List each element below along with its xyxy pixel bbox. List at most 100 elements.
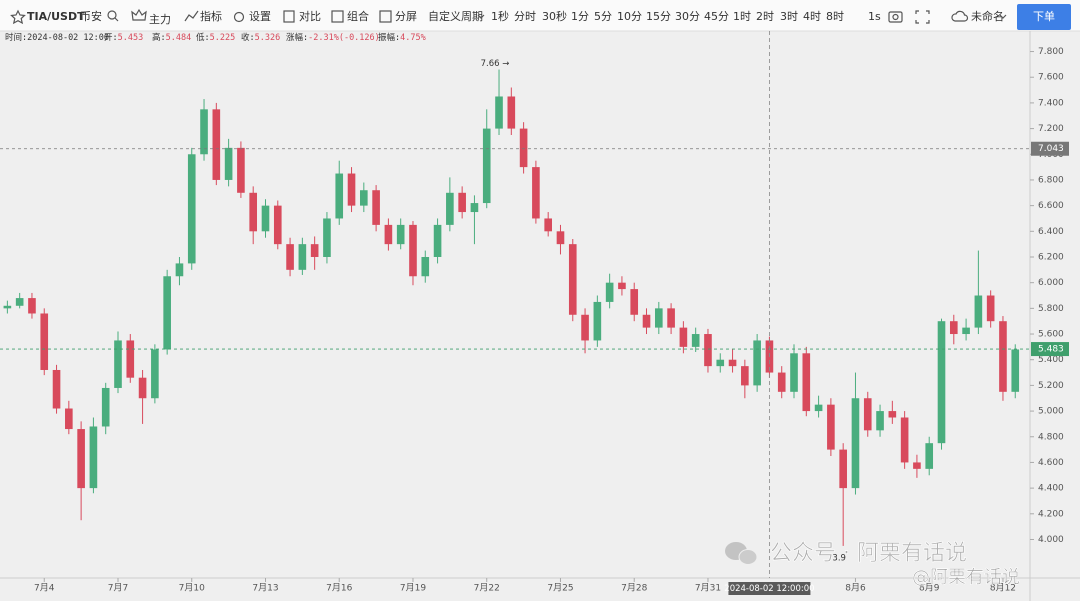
candle-body — [691, 334, 700, 347]
candle-body — [839, 449, 847, 489]
settings-icon[interactable] — [233, 11, 245, 23]
candle-body — [421, 256, 430, 277]
candle-body — [15, 298, 24, 306]
crosshair-label: 2024-08-02 12:00:00 — [724, 584, 814, 594]
candle-body — [863, 398, 872, 431]
info-item: 振幅:4.75% — [378, 32, 426, 43]
candle-body — [704, 334, 712, 367]
cloud-icon[interactable] — [951, 10, 969, 22]
period-button[interactable]: 分时 — [514, 10, 536, 23]
candle-body — [679, 327, 688, 347]
extreme-label: 7.66 → — [481, 59, 510, 69]
candle-body — [224, 147, 233, 180]
toolbar-button[interactable]: 组合 — [347, 9, 369, 23]
period-button[interactable]: 3时 — [780, 10, 798, 23]
candle-body — [568, 244, 577, 315]
info-item: 时间:2024-08-02 12:00 — [5, 32, 109, 43]
camera-icon[interactable] — [888, 11, 903, 23]
indicator-icon[interactable] — [184, 10, 199, 22]
candle-body — [482, 128, 491, 204]
search-icon[interactable] — [107, 10, 119, 22]
x-tick-label: 7月7 — [108, 583, 128, 594]
info-label: 低: — [196, 32, 210, 43]
period-button[interactable]: 30秒 — [542, 9, 567, 23]
candle-body — [581, 314, 589, 341]
y-tick-label: 4.000 — [1038, 535, 1064, 545]
crown-icon[interactable] — [131, 8, 147, 21]
period-button[interactable]: 15分 — [646, 10, 671, 23]
candle-body — [949, 321, 958, 335]
layout-name[interactable]: 未命名 — [971, 9, 1004, 23]
candle-body — [446, 192, 454, 225]
period-button[interactable]: 8时 — [826, 10, 844, 23]
period-button[interactable]: 1s — [868, 10, 881, 23]
y-tick-label: 5.000 — [1038, 407, 1064, 417]
y-tick-label: 6.000 — [1038, 278, 1064, 288]
candle-body — [1011, 349, 1020, 392]
candle-body — [630, 289, 639, 315]
combine-icon[interactable] — [331, 10, 344, 23]
candle-body — [716, 359, 725, 367]
info-label: 开: — [104, 33, 118, 43]
candle-body — [851, 398, 860, 489]
toolbar-button[interactable]: 设置 — [249, 10, 271, 23]
period-button[interactable]: 1分 — [571, 10, 589, 23]
custom-period[interactable]: 自定义周期 — [428, 9, 483, 23]
candle-body — [249, 192, 258, 232]
info-label: 时间: — [5, 32, 27, 43]
order-button-label[interactable]: 下单 — [1033, 10, 1055, 23]
period-button[interactable]: 1时 — [733, 10, 751, 23]
split-icon[interactable] — [379, 10, 392, 23]
candle-body — [163, 276, 171, 350]
exchange: 币安 — [80, 9, 102, 23]
info-label: 涨幅: — [286, 32, 308, 43]
period-button[interactable]: 10分 — [617, 10, 642, 23]
candle-body — [532, 167, 540, 219]
x-tick-label: 7月4 — [34, 583, 55, 594]
y-tick-label: 5.200 — [1038, 381, 1064, 391]
info-label: 高: — [152, 32, 166, 43]
period-button[interactable]: 4时 — [803, 10, 821, 23]
toolbar-button[interactable]: 分屏 — [395, 10, 417, 23]
toolbar-button[interactable]: 主力 — [149, 13, 171, 26]
candle-body — [827, 404, 835, 450]
candle-body — [273, 205, 282, 245]
x-tick-label: 7月13 — [252, 583, 278, 594]
candle-body — [741, 366, 749, 386]
period-button[interactable]: 30分 — [675, 10, 700, 23]
candle-body — [212, 109, 221, 180]
order-button[interactable] — [1017, 4, 1071, 30]
y-tick-label: 6.400 — [1038, 227, 1064, 237]
period-button[interactable]: 45分 — [704, 10, 729, 23]
info-label: 收: — [241, 32, 255, 43]
candle-body — [937, 321, 946, 444]
period-button[interactable]: 1秒 — [491, 9, 509, 23]
candle-body — [310, 244, 319, 257]
symbol[interactable]: TIA/USDT — [27, 10, 85, 23]
y-tick-label: 7.400 — [1038, 98, 1064, 108]
compare-icon[interactable] — [283, 10, 295, 23]
toolbar-button[interactable]: 指标 — [200, 9, 222, 23]
candle-body — [593, 301, 602, 341]
star-icon[interactable] — [10, 9, 26, 25]
candle-body — [52, 369, 61, 409]
candle-body — [900, 417, 909, 463]
candle-body — [114, 340, 122, 388]
watermark: @阿栗有话说 — [912, 567, 1020, 588]
candle-body — [384, 224, 393, 245]
y-tick-label: 4.800 — [1038, 432, 1064, 442]
y-tick-label: 6.200 — [1038, 252, 1064, 262]
x-tick-label: 7月10 — [179, 583, 205, 594]
period-button[interactable]: 5分 — [594, 10, 612, 23]
period-button[interactable]: 2时 — [756, 10, 774, 23]
x-tick-label: 7月25 — [547, 583, 573, 594]
candle-body — [126, 340, 135, 378]
price-line-tag — [1031, 342, 1069, 357]
fullscreen-icon[interactable] — [915, 10, 930, 24]
y-tick-label: 5.800 — [1038, 304, 1064, 314]
candle-body — [753, 340, 761, 386]
watermark: 公众号 · 阿栗有话说 — [770, 541, 967, 566]
price-line-label: 7.043 — [1038, 144, 1064, 154]
toolbar-button[interactable]: 对比 — [299, 9, 321, 23]
